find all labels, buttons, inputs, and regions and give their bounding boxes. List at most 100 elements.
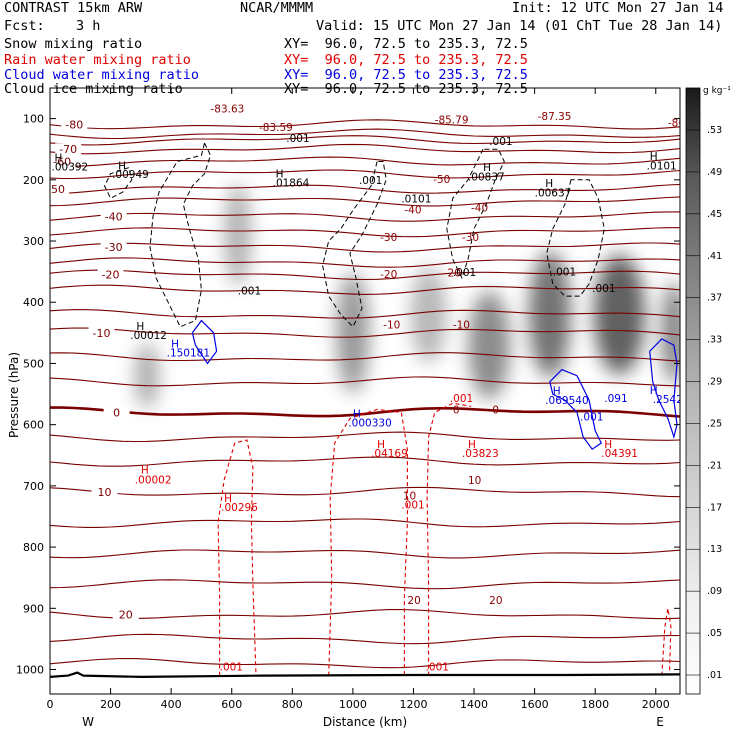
isotherm-19 (50, 352, 680, 362)
contour-label-1: -83.59 (259, 122, 293, 134)
contour-label-44: H (650, 385, 658, 397)
x-tick-label-9: 1800 (581, 698, 609, 711)
isotherm-7 (50, 327, 680, 338)
x-tick-label-5: 1000 (339, 698, 367, 711)
isotherm-5 (50, 242, 680, 253)
contour-label-6: .00392 (52, 162, 89, 174)
isotherm-4 (50, 211, 680, 222)
contour-label-54: .04391 (601, 448, 638, 460)
isotherm-2 (50, 156, 680, 167)
contour-label-31: -20 (444, 268, 461, 280)
ground-line (50, 671, 680, 679)
rain-contour-2 (426, 402, 472, 676)
colorbar-tick-label-10: .13 (707, 544, 722, 555)
contour-label-42: .091 (604, 393, 627, 405)
contour-label-17: H (483, 162, 491, 174)
isotherm-22 (50, 456, 680, 467)
isotherm-label-1: -70 (59, 143, 77, 156)
contour-label-3: -87.35 (538, 111, 572, 123)
isotherm-label-bg-4 (100, 210, 127, 223)
contour-label-7: H (118, 160, 126, 172)
snow-contours (103, 141, 605, 328)
contour-label-12: .001 (359, 175, 382, 187)
snow-maximum-6 (593, 254, 645, 375)
isotherm-1 (50, 143, 680, 155)
isotherm-label-bg-6 (97, 268, 124, 281)
isotherm-25 (50, 579, 680, 590)
xy-cloud-ice: XY= 96.0, 72.5 to 235.3, 72.5 (284, 81, 528, 97)
isotherm-20 (50, 376, 680, 387)
colorbar-tick-label-13: .01 (707, 670, 722, 681)
contour-label-21: .00637 (535, 187, 572, 199)
rain-water-contours (217, 402, 672, 676)
contour-label-65: .001 (426, 662, 449, 674)
isotherm-label-bg-9 (91, 486, 118, 498)
contour-label-48: 0 (492, 405, 499, 417)
colorbar-unit: g kg⁻¹ (703, 86, 731, 96)
isotherm-label-5: -30 (105, 241, 123, 254)
y-axis-label: Pressure (hPa) (7, 352, 21, 438)
snow-contour-0 (149, 141, 212, 328)
isotherm-27 (50, 657, 680, 669)
snow-contour-4 (103, 166, 133, 199)
contour-label-4: -86. (668, 118, 689, 130)
x-tick-label-3: 600 (221, 698, 242, 711)
isotherm-26 (50, 633, 680, 645)
cloud-contour-0 (191, 319, 218, 365)
colorbar-tick-label-12: .05 (707, 628, 722, 639)
isotherm-24 (50, 549, 680, 559)
isotherm-11 (50, 128, 680, 140)
contour-label-62: 20 (407, 595, 420, 607)
snow-shading (134, 183, 680, 409)
contour-label-58: .00296 (221, 502, 258, 514)
x-tick-label-7: 1400 (460, 698, 488, 711)
contour-label-19: -40 (471, 203, 488, 215)
isotherm-0 (50, 119, 680, 130)
isotherm-label-bg-3 (50, 183, 70, 195)
snow-maximum-3 (410, 266, 447, 363)
isotherm-10 (50, 608, 680, 620)
isotherm-label-3: -50 (47, 183, 65, 196)
contour-label-38: H (353, 408, 361, 420)
isotherm-label-bg-0 (61, 118, 88, 131)
colorbar-ticks: .53 .49 .45 .41 .37 .33 .29 .25 .21 .17 .13 .09 .05.… (686, 125, 722, 681)
contour-label-52: .03823 (462, 448, 499, 460)
contour-label-45: .25423 (653, 394, 690, 406)
contour-label-9: H (276, 168, 284, 180)
contour-label-47: 0 (453, 405, 460, 417)
x-tick-label-0: 0 (47, 698, 54, 711)
isotherm-17 (50, 284, 680, 295)
contour-label-63: 20 (489, 595, 502, 607)
contour-label-22: H (650, 151, 658, 163)
y-tick-label-0: 100 (23, 113, 44, 126)
x-tick-label-8: 1600 (521, 698, 549, 711)
cloud-contour-1 (549, 368, 603, 451)
x-tick-label-2: 400 (161, 698, 182, 711)
contour-label-56: .00002 (135, 474, 172, 486)
isotherm-label-2: -60 (53, 155, 71, 168)
contour-label-2: -85.79 (435, 115, 469, 127)
snow-maximum-7 (661, 281, 680, 384)
colorbar-tick-label-6: .29 (707, 377, 722, 388)
snow-contour-1 (322, 161, 387, 328)
y-tick-label-1: 200 (23, 174, 44, 187)
field-label-rain: Rain water mixing ratio (4, 52, 191, 68)
contour-label-32: -10 (383, 320, 400, 332)
x-tick-label-6: 1200 (399, 698, 427, 711)
isotherm-label-4: -40 (105, 211, 123, 224)
isotherm-label-bg-8 (103, 406, 130, 419)
contour-label-59: 10 (403, 490, 416, 502)
contour-label-40: H (553, 386, 561, 398)
field-label-cloud-water: Cloud water mixing ratio (4, 67, 200, 83)
isotherm-contours (50, 119, 680, 669)
contour-label-43: .001 (580, 411, 603, 423)
contour-label-29: -30 (462, 232, 479, 244)
xy-rain: XY= 96.0, 72.5 to 235.3, 72.5 (284, 52, 528, 68)
isotherm-16 (50, 257, 680, 268)
contour-label-57: H (224, 493, 232, 505)
contour-label-33: -10 (453, 320, 470, 332)
xy-snow: XY= 96.0, 72.5 to 235.3, 72.5 (284, 36, 528, 52)
contour-label-18: .00837 (468, 171, 505, 183)
x-axis-label: Distance (km) (323, 715, 407, 729)
isotherm-15 (50, 227, 680, 238)
